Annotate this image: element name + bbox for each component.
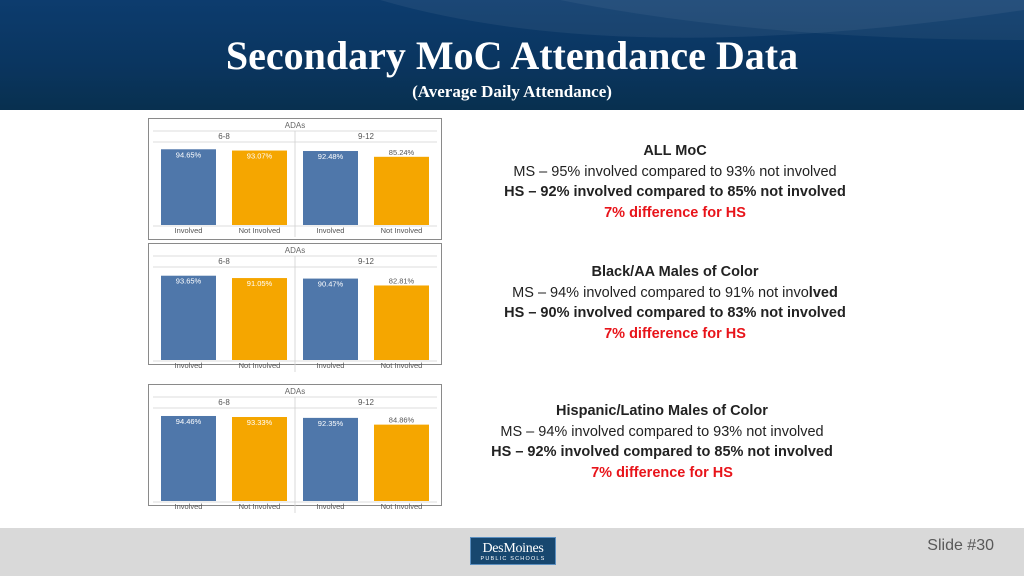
summary-ms-line: MS – 95% involved compared to 93% not in… <box>513 163 837 180</box>
data-label: 94.65% <box>176 150 202 159</box>
category-label: Not Involved <box>239 226 281 235</box>
des-moines-logo: DesMoines PUBLIC SCHOOLS <box>470 537 556 565</box>
bar-6-8-involved <box>161 275 216 360</box>
bar-9-12-involved <box>303 151 358 225</box>
summary-heading: Black/AA Males of Color <box>591 264 759 280</box>
chart-title: ADAs <box>285 121 305 130</box>
bar-6-8-not-involved <box>232 150 287 225</box>
bar-6-8-involved <box>161 149 216 225</box>
summary-hs-line: HS – 92% involved compared to 85% not in… <box>491 444 833 460</box>
category-label: Involved <box>175 502 203 511</box>
category-label: Not Involved <box>381 361 423 370</box>
summary-hs-line: HS – 90% involved compared to 83% not in… <box>504 305 846 321</box>
slide-number: Slide #30 <box>927 537 994 554</box>
category-label: Involved <box>317 361 345 370</box>
category-label: Involved <box>317 226 345 235</box>
data-label: 94.46% <box>176 417 202 426</box>
category-label: Not Involved <box>239 502 281 511</box>
data-label: 82.81% <box>389 276 415 285</box>
chart-title: ADAs <box>285 246 305 255</box>
page-title: Secondary MoC Attendance Data <box>225 33 799 78</box>
bar-9-12-involved <box>303 278 358 360</box>
summary-heading: Hispanic/Latino Males of Color <box>556 403 768 419</box>
logo-sub-text: PUBLIC SCHOOLS <box>480 556 546 562</box>
slide-header: Secondary MoC Attendance Data (Average D… <box>0 0 1024 110</box>
category-label: Involved <box>175 226 203 235</box>
summary-heading: ALL MoC <box>643 143 707 159</box>
header-sheen-decoration <box>380 0 1024 40</box>
category-label: Not Involved <box>381 226 423 235</box>
page-subtitle: (Average Daily Attendance) <box>412 82 612 101</box>
bar-9-12-not-involved <box>374 285 429 360</box>
group-header-6-8: 6-8 <box>218 257 230 266</box>
category-label: Not Involved <box>381 502 423 511</box>
group-header-6-8: 6-8 <box>218 398 230 407</box>
category-label: Involved <box>317 502 345 511</box>
chart-all-moc-svg: ADAs 6-8 9-12 94.65% Involved 93.07% Not Invol… <box>153 121 437 237</box>
category-label: Involved <box>175 361 203 370</box>
chart-black-aa-males-svg: ADAs 6-8 9-12 93.65% Involved 91.05% Not Invol… <box>153 246 437 372</box>
data-label: 93.07% <box>247 152 273 161</box>
summary-ms-line: MS – 94% involved compared to 91% not in… <box>480 283 870 304</box>
bar-9-12-involved <box>303 417 358 501</box>
bar-6-8-not-involved <box>232 417 287 501</box>
summary-black-aa-males: Black/AA Males of Color MS – 94% involve… <box>480 262 870 344</box>
chart-hispanic-latino-males: ADAs 6-8 9-12 94.46% Involved 93.33% Not Invol… <box>148 384 442 513</box>
data-label: 91.05% <box>247 279 273 288</box>
summary-ms-bold-text: lved <box>808 284 838 301</box>
summary-ms-text: MS – 94% involved compared to 91% not in… <box>512 284 809 301</box>
data-label: 90.47% <box>318 280 344 289</box>
bar-9-12-not-involved <box>374 156 429 225</box>
data-label: 92.35% <box>318 419 344 428</box>
summary-hispanic-latino-males: Hispanic/Latino Males of Color MS – 94% … <box>467 401 857 483</box>
summary-ms-line: MS – 94% involved compared to 93% not in… <box>500 423 824 440</box>
logo-main-text: DesMoines <box>482 541 544 556</box>
group-header-9-12: 9-12 <box>358 398 375 407</box>
bar-9-12-not-involved <box>374 424 429 501</box>
chart-all-moc: ADAs 6-8 9-12 94.65% Involved 93.07% Not Invol… <box>148 118 442 240</box>
bar-6-8-not-involved <box>232 278 287 360</box>
chart-hispanic-latino-males-svg: ADAs 6-8 9-12 94.46% Involved 93.33% Not Invol… <box>153 387 437 513</box>
summary-difference: 7% difference for HS <box>604 325 746 342</box>
summary-hs-line: HS – 92% involved compared to 85% not in… <box>504 184 846 200</box>
chart-title: ADAs <box>285 387 305 396</box>
group-header-6-8: 6-8 <box>218 132 230 141</box>
data-label: 85.24% <box>389 148 415 157</box>
data-label: 93.33% <box>247 418 273 427</box>
bar-6-8-involved <box>161 415 216 501</box>
group-header-9-12: 9-12 <box>358 132 375 141</box>
data-label: 84.86% <box>389 416 415 425</box>
data-label: 92.48% <box>318 152 344 161</box>
summary-difference: 7% difference for HS <box>591 464 733 481</box>
summary-difference: 7% difference for HS <box>604 204 746 221</box>
category-label: Not Involved <box>239 361 281 370</box>
summary-all-moc: ALL MoC MS – 95% involved compared to 93… <box>480 141 870 223</box>
chart-black-aa-males: ADAs 6-8 9-12 93.65% Involved 91.05% Not Invol… <box>148 243 442 372</box>
data-label: 93.65% <box>176 277 202 286</box>
group-header-9-12: 9-12 <box>358 257 375 266</box>
